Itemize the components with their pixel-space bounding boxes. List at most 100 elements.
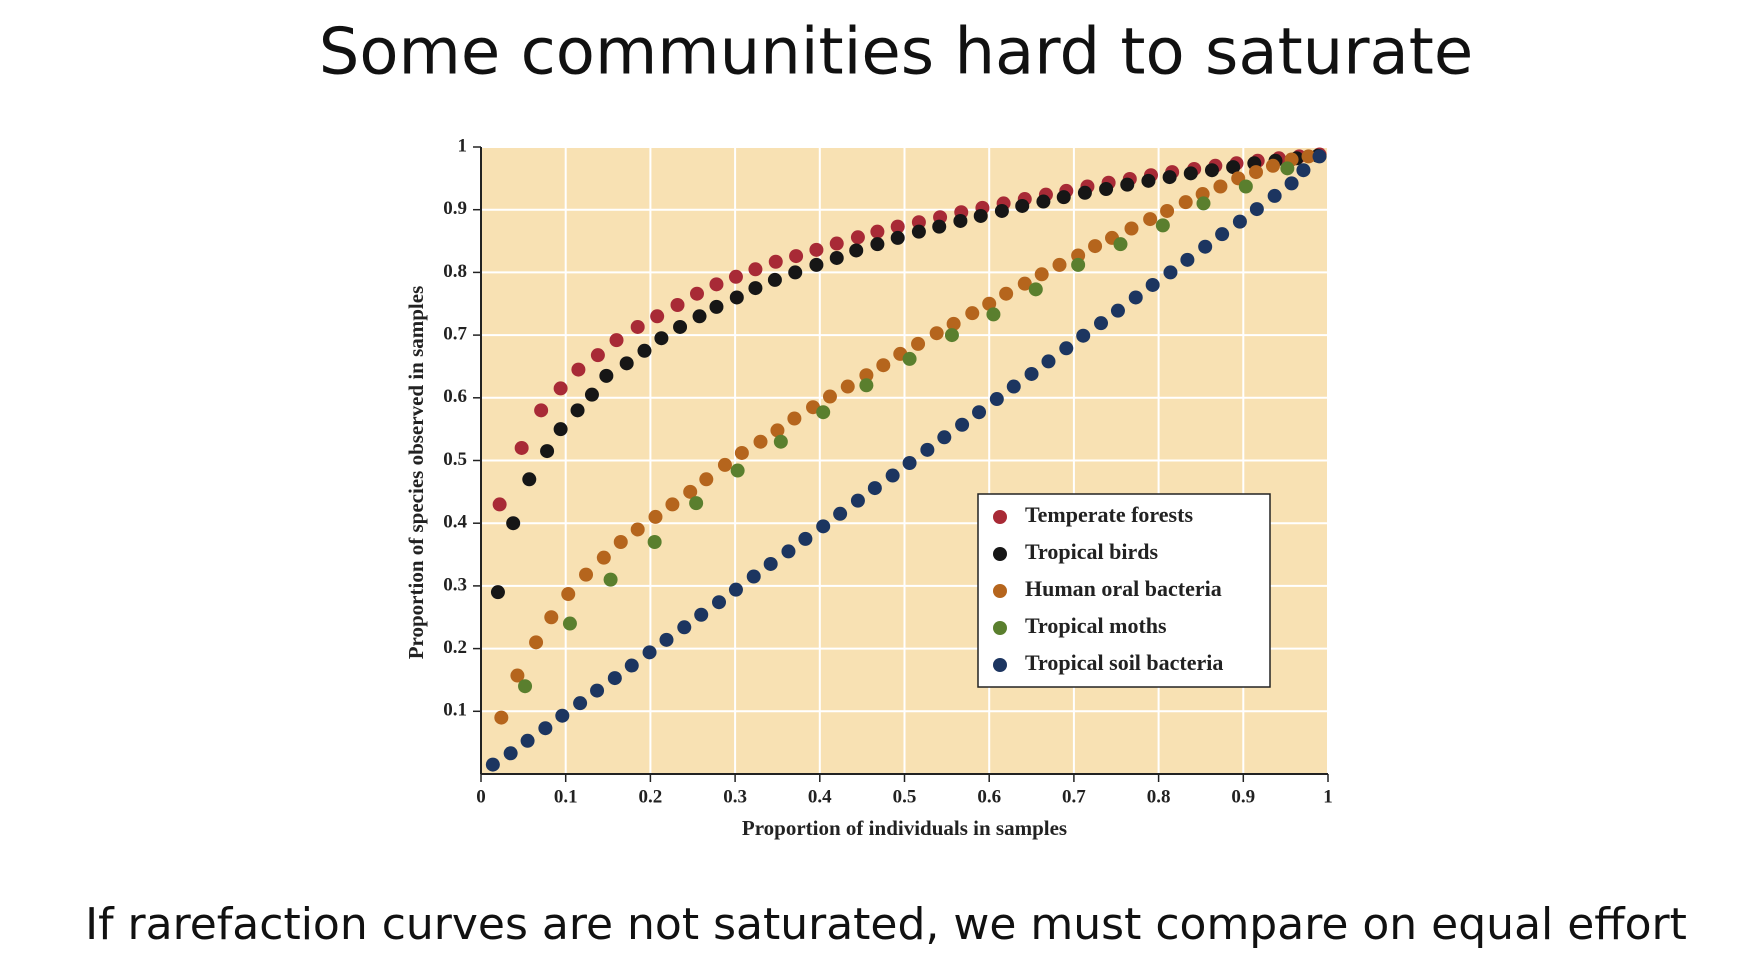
data-point [1034, 267, 1049, 282]
data-point [746, 569, 761, 584]
data-point [986, 307, 1001, 322]
x-axis-label: Proportion of individuals in samples [742, 816, 1067, 840]
data-point [544, 610, 559, 625]
data-point [965, 306, 980, 321]
data-point [637, 343, 652, 358]
y-tick-label: 0.7 [443, 323, 467, 344]
data-point [717, 457, 732, 472]
data-point [624, 658, 639, 673]
data-point [728, 269, 743, 284]
y-tick-label: 0.2 [443, 637, 467, 658]
x-tick-label: 0.1 [554, 786, 578, 807]
data-point [822, 389, 837, 404]
legend-label: Tropical soil bacteria [1025, 650, 1223, 675]
data-point [1056, 190, 1071, 205]
data-point [1265, 158, 1280, 173]
data-point [1232, 214, 1247, 229]
data-point [789, 249, 804, 264]
data-point [1155, 218, 1170, 233]
data-point [728, 582, 743, 597]
data-point [867, 481, 882, 496]
slide-title: Some communities hard to saturate [319, 16, 1473, 90]
data-point [648, 509, 663, 524]
data-point [798, 531, 813, 546]
chart: 0.1 0.2 0.3 0.4 0.5 0.6 0.7 0.8 0.9 1 0 0.1 0.2 0.3 0.… [404, 135, 1333, 839]
data-point [929, 326, 944, 341]
slide-footer: If rarefaction curves are not saturated,… [85, 899, 1687, 950]
data-point [944, 328, 959, 343]
data-point [734, 445, 749, 460]
data-point [1180, 252, 1195, 267]
y-axis-label: Proportion of species observed in sample… [404, 286, 428, 660]
data-point [1196, 196, 1211, 211]
data-point [876, 358, 891, 373]
legend-label: Human oral bacteria [1025, 576, 1222, 601]
data-point [1183, 166, 1198, 181]
data-point [1198, 239, 1213, 254]
y-tick-label: 0.6 [443, 386, 467, 407]
data-point [850, 493, 865, 508]
data-point [603, 572, 618, 587]
data-point [613, 535, 628, 550]
legend-label: Tropical moths [1025, 613, 1167, 638]
data-point [506, 516, 521, 531]
data-point [1215, 227, 1230, 242]
data-point [1113, 237, 1128, 252]
data-point [1213, 179, 1228, 194]
data-point [494, 710, 509, 725]
data-point [937, 430, 952, 445]
data-point [712, 595, 727, 610]
x-tick-label: 0.7 [1062, 786, 1086, 807]
legend-box [977, 493, 1271, 688]
x-tick-label: 1 [1323, 786, 1333, 807]
data-point [562, 616, 577, 631]
data-point [748, 281, 763, 296]
data-point [1267, 188, 1282, 203]
data-point [911, 224, 926, 239]
data-point [870, 237, 885, 252]
data-point [788, 265, 803, 280]
data-point [1178, 195, 1193, 210]
data-point [694, 607, 709, 622]
data-point [510, 668, 525, 683]
data-point [650, 309, 665, 324]
data-point [1088, 239, 1103, 254]
data-point [902, 456, 917, 471]
data-point [829, 250, 844, 265]
data-point [850, 230, 865, 245]
data-point [609, 333, 624, 348]
data-point [753, 434, 768, 449]
y-tick-label: 0.1 [443, 700, 467, 721]
data-point [555, 708, 570, 723]
data-point [642, 645, 657, 660]
data-point [1124, 221, 1139, 236]
data-point [534, 403, 549, 418]
data-point [659, 632, 674, 647]
data-point [768, 254, 783, 269]
data-point [1017, 276, 1032, 291]
data-point [849, 243, 864, 258]
data-point [1204, 163, 1219, 178]
data-point [1284, 176, 1299, 191]
data-point [890, 230, 905, 245]
data-point [689, 286, 704, 301]
y-tick-label: 0.3 [443, 574, 467, 595]
data-point [570, 403, 585, 418]
y-tick-label: 0.9 [443, 198, 467, 219]
data-point [540, 444, 555, 459]
data-point [1077, 185, 1092, 200]
data-point [902, 351, 917, 366]
data-point [654, 331, 669, 346]
data-point [870, 224, 885, 239]
legend-marker [993, 584, 1007, 598]
data-point [770, 423, 785, 438]
data-point [599, 368, 614, 383]
data-point [809, 242, 824, 257]
data-point [1163, 265, 1178, 280]
data-point [709, 299, 724, 314]
x-tick-label: 0.3 [723, 786, 747, 807]
data-point [763, 556, 778, 571]
data-point [590, 683, 605, 698]
data-point [1249, 202, 1264, 217]
